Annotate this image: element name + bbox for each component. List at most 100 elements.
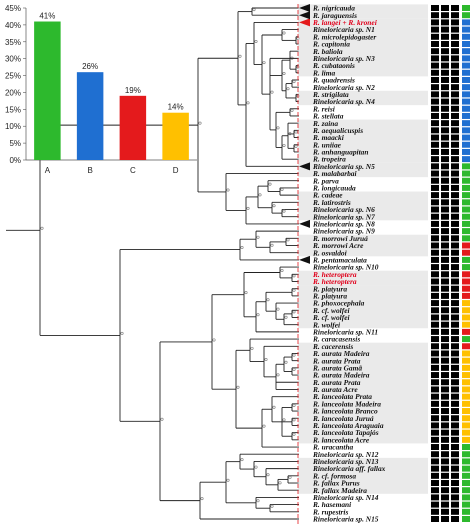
state-cell	[451, 5, 459, 11]
state-cell	[451, 199, 459, 206]
taxon-label: R. microlepidogaster	[312, 32, 376, 41]
taxon-label: R. capitonia	[312, 40, 350, 49]
taxon-label: R. lanceolata Madeira	[312, 399, 381, 408]
state-cell	[451, 76, 459, 83]
state-cell	[462, 33, 470, 40]
taxon-label: R. stellata	[312, 112, 344, 121]
state-cell	[431, 177, 439, 184]
state-cell	[441, 163, 449, 170]
node-support-marker	[294, 130, 298, 134]
bar-value-label: 14%	[168, 103, 184, 112]
node-support-marker	[262, 61, 266, 65]
collapsed-clade-triangle	[299, 219, 310, 228]
state-cell	[462, 19, 470, 26]
state-cell	[451, 55, 459, 62]
state-cell	[462, 264, 470, 271]
state-cell	[462, 127, 470, 134]
state-cell	[451, 307, 459, 314]
node-support-marker	[270, 243, 274, 247]
node-support-marker	[292, 367, 296, 371]
y-tick-label: 45%	[5, 4, 21, 13]
state-cell	[462, 192, 470, 199]
clade-shade	[298, 191, 428, 221]
state-cell	[441, 134, 449, 141]
state-cell	[462, 98, 470, 105]
taxon-label: Rineloricaria sp. N6	[312, 205, 375, 214]
state-cell	[462, 134, 470, 141]
taxon-label: R. lanceolata Juruá	[312, 414, 374, 423]
node-support-marker	[284, 360, 288, 364]
node-support-marker	[240, 246, 244, 250]
state-cell	[441, 264, 449, 271]
node-support-marker	[268, 182, 272, 186]
state-cell	[441, 487, 449, 494]
state-cell	[451, 62, 459, 69]
state-cell	[441, 465, 449, 472]
state-cell	[462, 40, 470, 47]
taxon-label: Rineloricaria sp. N11	[312, 327, 378, 336]
state-cell	[441, 19, 449, 26]
state-cell	[441, 76, 449, 83]
state-cell	[451, 436, 459, 443]
taxon-label: Rineloricaria aff. fallax	[312, 464, 386, 473]
taxon-label: R. aurata Prata	[312, 378, 361, 387]
node-support-marker	[226, 478, 230, 482]
node-support-marker	[286, 238, 290, 242]
clade-shade	[298, 342, 428, 394]
state-cell	[462, 105, 470, 112]
node-support-marker	[292, 432, 296, 436]
node-support-marker	[120, 331, 124, 335]
taxon-label: R. lima	[312, 68, 335, 77]
state-cell	[431, 228, 439, 235]
state-cell	[462, 292, 470, 299]
node-support-marker	[282, 418, 286, 422]
node-support-marker	[226, 188, 230, 192]
state-cell	[441, 336, 449, 343]
taxon-label: R. osvaldoi	[312, 248, 348, 257]
node-support-marker	[254, 39, 258, 43]
state-cell	[441, 379, 449, 386]
bar-C	[119, 95, 147, 160]
state-cell	[451, 415, 459, 422]
taxon-label: R. cacerensis	[312, 342, 353, 351]
taxon-label: R. cf. formosa	[312, 471, 356, 480]
node-support-marker	[40, 226, 44, 230]
state-cell	[431, 400, 439, 407]
y-tick-label: 5%	[9, 139, 21, 148]
state-cell	[451, 148, 459, 155]
state-cell	[431, 436, 439, 443]
taxon-label: R. aurata Madeira	[312, 349, 370, 358]
state-cell	[462, 91, 470, 98]
state-cell	[451, 192, 459, 199]
state-cell	[441, 436, 449, 443]
state-cell	[451, 91, 459, 98]
state-cell	[431, 33, 439, 40]
state-cell	[431, 62, 439, 69]
state-cell	[451, 112, 459, 119]
state-cell	[441, 350, 449, 357]
taxon-label: Rineloricaria sp. N3	[312, 54, 375, 63]
state-cell	[431, 91, 439, 98]
state-cell	[462, 422, 470, 429]
state-cell	[441, 343, 449, 350]
state-cell	[451, 400, 459, 407]
state-cell	[451, 206, 459, 213]
state-cell	[431, 516, 439, 522]
state-cell	[431, 220, 439, 227]
state-cell	[462, 364, 470, 371]
state-cell	[451, 184, 459, 191]
state-cell	[462, 285, 470, 292]
state-cell	[462, 256, 470, 263]
state-cell	[462, 84, 470, 91]
taxon-label: R. lanceolata Acre	[312, 435, 370, 444]
bar-D	[162, 112, 189, 160]
taxon-label: R. hasemani	[312, 500, 352, 509]
state-cell	[462, 436, 470, 443]
state-cell	[431, 163, 439, 170]
state-cell	[441, 444, 449, 451]
taxon-label: R. caracasensis	[312, 335, 360, 344]
state-cell	[431, 465, 439, 472]
state-cell	[451, 26, 459, 33]
state-cell	[462, 400, 470, 407]
